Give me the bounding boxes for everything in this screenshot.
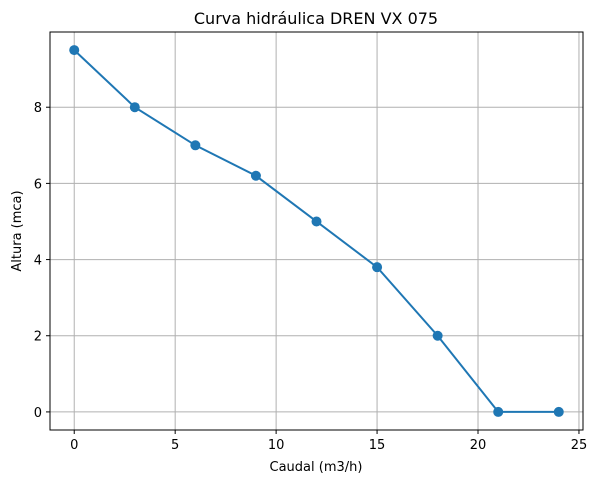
x-tick-label: 10 — [268, 438, 285, 453]
data-point — [250, 170, 261, 181]
data-point — [372, 262, 383, 273]
y-tick-label: 2 — [34, 330, 42, 345]
y-axis-label: Altura (mca) — [10, 190, 25, 271]
data-point — [190, 140, 201, 151]
y-tick-label: 8 — [34, 101, 42, 116]
plot-frame — [49, 31, 584, 431]
grid — [50, 32, 583, 430]
chart-title: Curva hidráulica DREN VX 075 — [194, 9, 438, 28]
data-point — [493, 406, 504, 417]
y-axis-ticks: 0 2 4 6 8 — [34, 101, 50, 421]
series — [69, 45, 564, 417]
data-point — [69, 45, 80, 56]
y-tick-label: 6 — [34, 177, 42, 192]
y-tick-label: 4 — [34, 254, 42, 269]
data-point — [432, 330, 443, 341]
x-tick-label: 20 — [470, 438, 487, 453]
x-tick-label: 5 — [171, 438, 179, 453]
y-tick-label: 0 — [34, 406, 42, 421]
x-tick-label: 0 — [70, 438, 78, 453]
data-point — [311, 216, 322, 227]
x-tick-label: 15 — [369, 438, 386, 453]
x-axis-label: Caudal (m3/h) — [270, 460, 363, 475]
x-axis-ticks: 0 5 10 15 20 25 — [70, 430, 587, 453]
x-tick-label: 25 — [571, 438, 588, 453]
series-line — [73, 49, 559, 413]
data-point — [129, 102, 140, 113]
data-point — [553, 406, 564, 417]
